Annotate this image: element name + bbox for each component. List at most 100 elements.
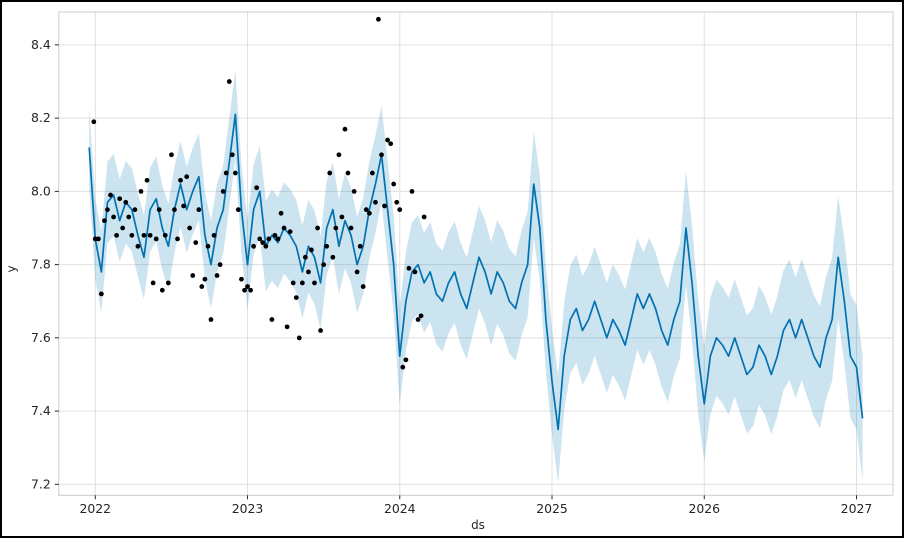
- observed-point: [169, 152, 174, 158]
- observed-point: [211, 232, 217, 238]
- observed-point: [190, 273, 196, 278]
- observed-point: [315, 225, 320, 231]
- observed-point: [159, 287, 165, 293]
- observed-point: [369, 170, 375, 176]
- observed-point: [248, 287, 253, 293]
- observed-point: [257, 236, 263, 242]
- observed-point: [156, 207, 162, 213]
- observed-point: [266, 236, 272, 242]
- observed-point: [98, 291, 104, 297]
- observed-point: [175, 236, 180, 242]
- observed-point: [397, 207, 403, 213]
- observed-point: [132, 207, 138, 213]
- observed-point: [324, 243, 330, 249]
- observed-point: [202, 276, 208, 282]
- observed-point: [363, 207, 369, 213]
- observed-point: [400, 364, 406, 370]
- observed-points: [91, 16, 427, 370]
- observed-point: [260, 240, 266, 245]
- observed-point: [406, 265, 412, 271]
- y-tick-label: 7.4: [31, 403, 51, 418]
- observed-point: [235, 207, 241, 213]
- observed-point: [229, 152, 235, 158]
- observed-point: [333, 225, 339, 231]
- tick-marks: [54, 44, 857, 500]
- observed-point: [388, 141, 394, 147]
- observed-point: [418, 313, 424, 319]
- observed-point: [415, 317, 421, 322]
- tick-labels: 2022 2023 2024 2025 2026 2027 7.2 7.4 7.6 7.8 8.0 8…: [31, 37, 872, 516]
- y-axis-title: y: [4, 265, 19, 273]
- observed-point: [111, 214, 116, 220]
- y-tick-label: 8.2: [31, 110, 51, 125]
- observed-point: [345, 170, 351, 176]
- observed-point: [193, 240, 199, 245]
- observed-point: [302, 254, 308, 260]
- observed-point: [105, 207, 110, 213]
- observed-point: [391, 181, 397, 187]
- y-tick-label: 8.4: [31, 37, 51, 52]
- observed-point: [296, 335, 302, 341]
- observed-point: [327, 170, 333, 176]
- observed-point: [242, 287, 247, 293]
- observed-point: [373, 199, 378, 205]
- observed-point: [360, 284, 366, 289]
- observed-point: [284, 324, 290, 330]
- observed-point: [287, 229, 293, 235]
- axes-frame: [58, 11, 894, 496]
- observed-point: [91, 119, 97, 125]
- observed-point: [336, 152, 342, 158]
- observed-point: [178, 177, 183, 183]
- observed-point: [129, 232, 135, 238]
- observed-point: [312, 280, 317, 286]
- observed-point: [138, 188, 144, 194]
- observed-point: [153, 236, 159, 242]
- y-tick-label: 7.8: [31, 257, 51, 272]
- observed-point: [309, 247, 314, 253]
- observed-point: [217, 262, 223, 268]
- observed-point: [394, 199, 400, 205]
- y-tick-label: 7.6: [31, 330, 51, 345]
- y-tick-label: 8.0: [31, 183, 51, 198]
- observed-point: [306, 269, 311, 275]
- observed-point: [412, 269, 418, 275]
- observed-point: [102, 218, 107, 224]
- observed-point: [354, 269, 360, 275]
- forecast-line: [88, 113, 864, 431]
- observed-point: [172, 207, 177, 213]
- x-tick-label: 2022: [79, 501, 111, 516]
- observed-point: [348, 225, 354, 231]
- observed-point: [147, 232, 153, 238]
- observed-point: [351, 188, 357, 194]
- observed-point: [141, 232, 147, 238]
- observed-point: [385, 137, 390, 143]
- observed-point: [342, 126, 348, 132]
- observed-point: [330, 254, 336, 260]
- observed-point: [214, 273, 220, 278]
- observed-point: [108, 192, 113, 198]
- observed-point: [205, 243, 211, 249]
- observed-point: [239, 276, 244, 282]
- observed-point: [318, 328, 323, 333]
- uncertainty-band: [89, 69, 863, 483]
- observed-point: [150, 280, 156, 286]
- x-tick-label: 2023: [232, 501, 264, 516]
- observed-point: [409, 188, 415, 194]
- observed-point: [278, 210, 284, 216]
- y-tick-label: 7.2: [31, 476, 51, 491]
- x-tick-label: 2025: [536, 501, 568, 516]
- observed-point: [275, 236, 281, 242]
- observed-point: [251, 243, 256, 249]
- observed-point: [199, 284, 205, 289]
- x-axis-title: ds: [471, 518, 485, 532]
- observed-point: [269, 317, 275, 322]
- observed-point: [290, 280, 296, 286]
- x-tick-label: 2024: [384, 501, 416, 516]
- observed-point: [95, 236, 101, 242]
- grid-layer: [58, 11, 894, 496]
- observed-point: [162, 232, 168, 238]
- observed-point: [232, 170, 238, 176]
- observed-point: [421, 214, 427, 220]
- observed-point: [123, 199, 129, 205]
